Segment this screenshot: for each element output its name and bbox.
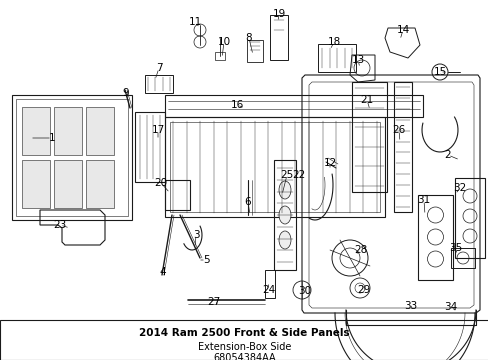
Bar <box>54 160 82 208</box>
Text: 12: 12 <box>323 158 336 168</box>
Bar <box>54 107 82 155</box>
Bar <box>164 95 422 117</box>
Text: 15: 15 <box>432 67 446 77</box>
Text: 18: 18 <box>326 37 340 47</box>
Text: 5: 5 <box>202 255 209 265</box>
Text: 8: 8 <box>245 33 252 43</box>
Text: 21: 21 <box>360 95 373 105</box>
Text: 9: 9 <box>122 88 129 98</box>
Text: 16: 16 <box>230 100 243 110</box>
Text: 6: 6 <box>244 197 251 207</box>
Text: 7: 7 <box>155 63 162 73</box>
Bar <box>164 117 384 217</box>
Text: 11: 11 <box>188 17 201 27</box>
Bar <box>16 99 128 216</box>
Text: 68054384AA: 68054384AA <box>213 353 275 360</box>
Ellipse shape <box>279 231 290 249</box>
Bar <box>0 320 488 360</box>
Text: 13: 13 <box>351 55 364 65</box>
Text: 17: 17 <box>151 125 164 135</box>
Text: 30: 30 <box>298 286 311 296</box>
Bar <box>170 122 379 212</box>
Text: 1: 1 <box>49 133 55 143</box>
Text: 31: 31 <box>417 195 430 205</box>
Text: Extension-Box Side: Extension-Box Side <box>198 342 290 352</box>
Bar <box>215 52 224 60</box>
Bar <box>246 40 263 62</box>
Bar <box>22 107 50 155</box>
Text: 10: 10 <box>217 37 230 47</box>
Text: 27: 27 <box>207 297 220 307</box>
Text: 14: 14 <box>396 25 409 35</box>
Text: 20: 20 <box>154 178 167 188</box>
Text: 29: 29 <box>357 285 370 295</box>
Bar <box>135 112 164 182</box>
Bar <box>454 178 484 258</box>
Text: 34: 34 <box>444 302 457 312</box>
Bar <box>269 15 287 60</box>
Text: 4: 4 <box>160 267 166 277</box>
Text: 2: 2 <box>444 150 450 160</box>
Text: 25: 25 <box>280 170 293 180</box>
Text: 19: 19 <box>272 9 285 19</box>
Bar <box>417 195 452 280</box>
Bar <box>86 107 114 155</box>
Ellipse shape <box>279 181 290 199</box>
Text: 22: 22 <box>292 170 305 180</box>
Bar <box>12 95 132 220</box>
Text: 26: 26 <box>391 125 405 135</box>
Text: 23: 23 <box>53 220 66 230</box>
Text: 28: 28 <box>354 245 367 255</box>
Text: 2014 Ram 2500 Front & Side Panels: 2014 Ram 2500 Front & Side Panels <box>139 328 349 338</box>
Bar <box>164 180 190 210</box>
Bar <box>145 75 173 93</box>
Bar <box>86 160 114 208</box>
Bar <box>317 44 355 72</box>
Bar <box>22 160 50 208</box>
Text: 32: 32 <box>452 183 466 193</box>
Ellipse shape <box>279 206 290 224</box>
Text: 33: 33 <box>404 301 417 311</box>
Text: 35: 35 <box>448 243 462 253</box>
Bar <box>450 248 474 268</box>
Bar <box>273 160 295 270</box>
Text: 24: 24 <box>262 285 275 295</box>
Bar <box>393 82 411 212</box>
Bar <box>351 82 386 192</box>
Bar <box>264 270 274 298</box>
Text: 3: 3 <box>192 230 199 240</box>
